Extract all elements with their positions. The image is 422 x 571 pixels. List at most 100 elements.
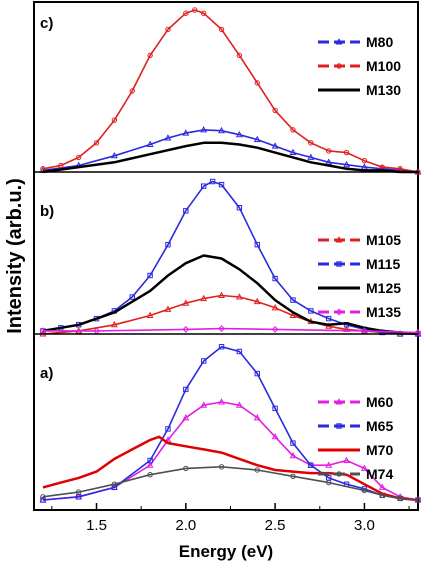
data-point <box>110 320 118 328</box>
data-point <box>146 461 154 468</box>
legend-label: M105 <box>366 232 401 248</box>
legend-entry-m130: M130 <box>318 82 401 98</box>
data-point <box>182 413 190 421</box>
series-line-m60 <box>42 401 419 501</box>
series-line-m135 <box>42 327 419 334</box>
data-point <box>209 178 216 185</box>
series-line-m74 <box>42 466 419 501</box>
legend-label: M74 <box>366 466 393 482</box>
series-markers-m65 <box>40 344 421 503</box>
data-point <box>200 401 208 408</box>
data-point <box>361 487 368 494</box>
data-point <box>360 464 368 471</box>
data-point <box>200 294 208 302</box>
data-point <box>308 462 314 468</box>
data-point <box>218 464 225 470</box>
legend-marker <box>335 236 343 243</box>
x-axis: 1.5 2.0 2.5 3.0 <box>51 503 410 534</box>
panels: c) M80 M100 M130 b) M105 M115 M125 M135 a) M60 M65 M… <box>34 7 422 503</box>
data-point <box>289 311 297 319</box>
data-point <box>40 497 46 503</box>
legend-entry-m135: M135 <box>318 304 401 320</box>
data-point <box>271 432 279 440</box>
data-point <box>200 10 207 16</box>
data-point <box>40 494 46 500</box>
data-point <box>290 473 296 479</box>
legend-marker <box>336 63 342 69</box>
data-point <box>235 293 243 300</box>
data-point <box>271 142 279 149</box>
legend-label: M115 <box>366 256 400 272</box>
data-point <box>253 413 261 421</box>
data-point <box>253 135 261 143</box>
legend-label: M100 <box>366 58 401 74</box>
legend-marker <box>335 398 343 405</box>
data-point <box>272 107 278 114</box>
legend-label: M125 <box>366 280 401 296</box>
data-point <box>218 126 225 134</box>
legend-entry-m115: M115 <box>318 256 400 272</box>
data-point <box>379 492 385 498</box>
data-point <box>378 483 386 490</box>
data-point <box>111 484 118 491</box>
data-point <box>235 130 243 138</box>
data-point <box>183 465 189 472</box>
x-axis-label: Energy (eV) <box>179 542 273 561</box>
data-point <box>272 275 278 282</box>
data-point <box>147 52 153 59</box>
data-point <box>164 134 172 141</box>
data-point <box>414 328 422 336</box>
data-point <box>236 205 243 211</box>
series-line-m65 <box>42 345 419 501</box>
data-point <box>343 456 350 463</box>
data-point <box>129 88 135 94</box>
x-tick-label: 2.0 <box>175 517 196 534</box>
data-point <box>325 148 332 154</box>
data-point <box>290 297 296 303</box>
legend-entry-m125: M125 <box>318 280 401 296</box>
legend-marker <box>336 471 342 477</box>
x-tick-label: 1.5 <box>86 517 107 534</box>
legend-entry-m65: M65 <box>318 418 393 434</box>
data-point <box>58 162 64 169</box>
data-point <box>236 348 243 355</box>
legend-entry-m60: M60 <box>318 394 393 410</box>
series-markers-m115 <box>40 178 421 337</box>
data-point <box>218 325 225 333</box>
data-point <box>290 127 296 133</box>
data-point <box>271 303 279 311</box>
data-point <box>271 325 279 333</box>
panel-label: a) <box>40 365 53 382</box>
data-point <box>218 291 225 298</box>
data-point <box>325 479 332 486</box>
data-point <box>75 489 82 495</box>
data-point <box>254 370 260 377</box>
panel-3: a) M60 M65 M70 M74 <box>34 333 422 503</box>
panel-1: c) M80 M100 M130 <box>39 7 422 175</box>
series-markers-m74 <box>40 464 421 503</box>
data-point <box>254 467 260 473</box>
data-point <box>147 472 153 478</box>
series-line-m130 <box>42 141 418 174</box>
data-point <box>129 294 135 300</box>
data-point <box>165 26 171 33</box>
legend-entry-m70: M70 <box>318 442 393 458</box>
data-point <box>325 315 332 322</box>
data-point <box>397 495 403 502</box>
data-point <box>289 148 297 156</box>
data-point <box>290 440 296 446</box>
data-point <box>272 405 278 412</box>
legend-entry-m80: M80 <box>318 34 393 50</box>
data-point <box>182 325 190 333</box>
data-point <box>111 481 118 487</box>
x-tick-label: 3.0 <box>354 517 375 534</box>
series-line-m125 <box>42 254 419 336</box>
data-point <box>343 160 350 168</box>
panel-label: c) <box>40 15 53 32</box>
data-point <box>200 126 208 133</box>
data-point <box>182 129 190 136</box>
data-point <box>218 26 225 33</box>
data-point <box>111 117 118 123</box>
data-point <box>218 398 225 405</box>
